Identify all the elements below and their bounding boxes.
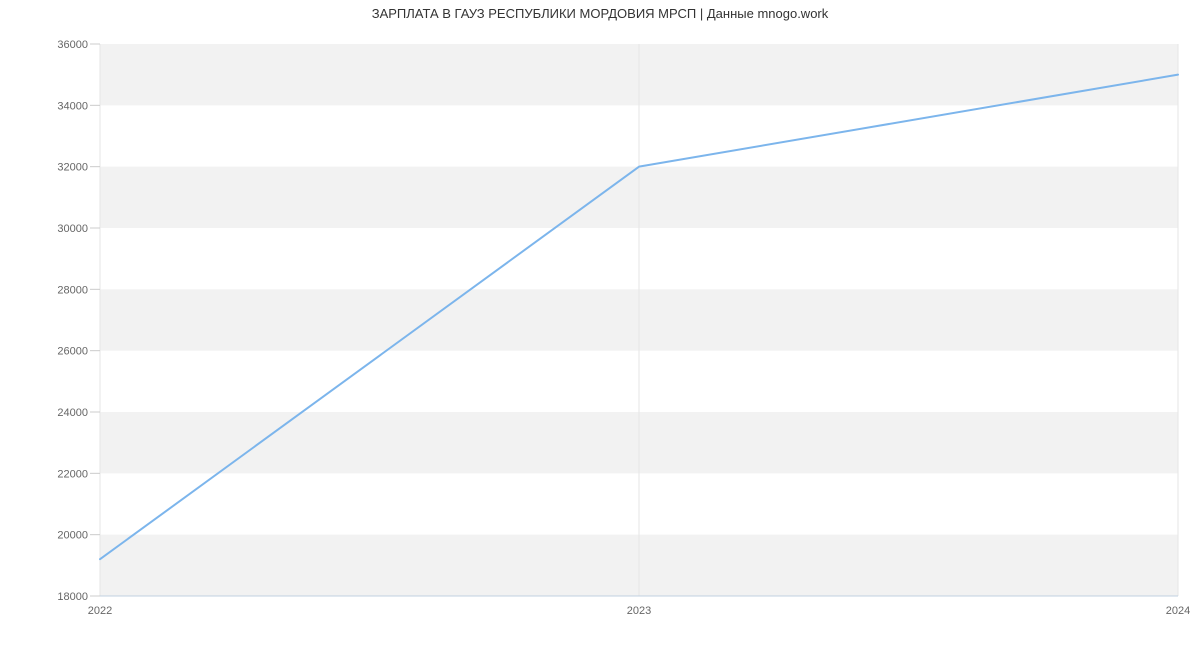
- x-tick-label: 2023: [627, 605, 651, 617]
- y-tick-label: 24000: [57, 407, 88, 419]
- y-tick-label: 34000: [57, 100, 88, 112]
- y-tick-label: 32000: [57, 162, 88, 174]
- y-tick-label: 28000: [57, 284, 88, 296]
- chart-svg: 18000 20000 22000 24000 26000 28000 30000 32000…: [0, 0, 1200, 650]
- y-tick-label: 36000: [57, 39, 88, 51]
- y-tick-label: 30000: [57, 223, 88, 235]
- chart-container: ЗАРПЛАТА В ГАУЗ РЕСПУБЛИКИ МОРДОВИЯ МРСП…: [0, 0, 1200, 650]
- x-tick-label: 2022: [88, 605, 112, 617]
- y-tick-label: 22000: [57, 468, 88, 480]
- y-tick-label: 18000: [57, 591, 88, 603]
- y-tick-label: 20000: [57, 530, 88, 542]
- x-tick-label: 2024: [1166, 605, 1190, 617]
- y-tick-label: 26000: [57, 346, 88, 358]
